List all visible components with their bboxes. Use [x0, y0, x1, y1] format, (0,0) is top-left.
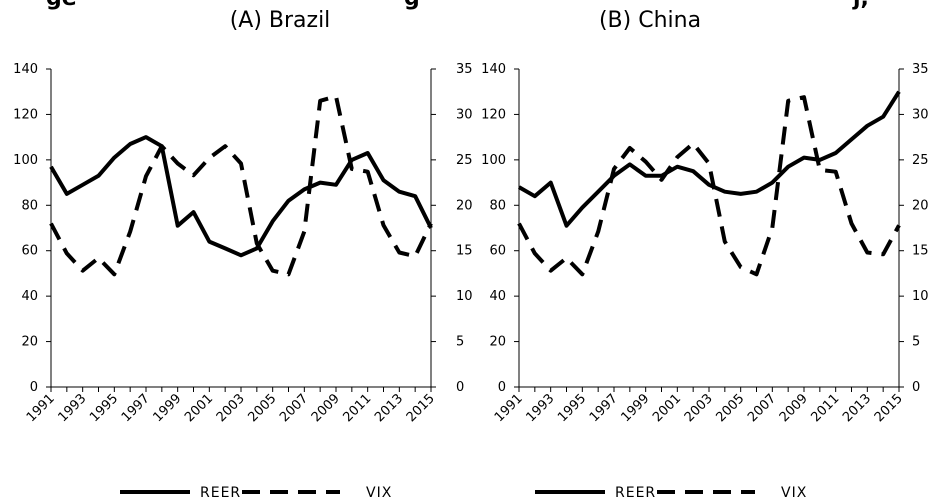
panel-b-x-tick-label: 2005 [713, 391, 747, 425]
panel-a-left-tick-label: 0 [30, 380, 38, 395]
panel-b-left-tick-label: 120 [481, 107, 506, 122]
panel-a-x-tick-label: 2011 [340, 391, 374, 425]
panel-a-right-tick-label: 25 [456, 153, 473, 168]
panel-b-left-tick-label: 140 [481, 62, 506, 77]
panel-b-x-tick-label: 1991 [492, 391, 526, 425]
panel-a-x-tick-label: 2009 [309, 391, 343, 425]
panel-b-right-tick-label: 35 [912, 62, 929, 77]
panel-b-x-tick-label: 2001 [650, 391, 684, 425]
panel-b-x-tick-label: 1993 [523, 391, 557, 425]
panel-a-x-tick-label: 1995 [87, 391, 121, 425]
panel-a-series-vix-line [49, 94, 433, 277]
panel-b-x-tick-label: 2013 [840, 391, 874, 425]
panel-a-right-tick-label: 0 [456, 380, 464, 395]
panel-a-title: (A) Brazil [229, 8, 331, 33]
panel-a-x-tick-label: 1993 [55, 391, 89, 425]
panel-a-right-tick-label: 35 [456, 62, 473, 77]
panel-b-series-reer-line [518, 90, 901, 228]
panel-b-x-tick-label: 2007 [745, 391, 779, 425]
panel-b-x-tick-label: 1999 [618, 391, 652, 425]
figure-title-fragment-right: j, [853, 0, 869, 11]
panel-b-left-tick-label: 80 [489, 198, 506, 213]
panel-b-legend-vix-label: VIX [781, 485, 807, 499]
panel-a-right-tick-label: 30 [456, 107, 473, 122]
panel-b-title: (B) China [598, 8, 702, 33]
panel-b-x-tick-label: 2015 [872, 391, 906, 425]
panel-b-left-tick-label: 0 [498, 380, 506, 395]
panel-b-x-tick-label: 1997 [587, 391, 621, 425]
panel-b-right-tick-label: 5 [912, 335, 920, 350]
panel-b-left-tick-label: 40 [489, 289, 506, 304]
panel-b-right-tick-label: 10 [912, 289, 929, 304]
panel-a-left-tick-label: 60 [21, 244, 38, 259]
panel-b-left-tick-label: 60 [489, 244, 506, 259]
figure-title-fragment-left: ge [46, 0, 77, 11]
panel-b-right-tick-label: 25 [912, 153, 929, 168]
panel-a-x-tick-label: 1999 [150, 391, 184, 425]
panel-a-left-tick-label: 100 [13, 153, 38, 168]
panel-b-series-vix-line [517, 95, 901, 277]
panel-a-left-tick-label: 140 [13, 62, 38, 77]
panel-a-left-tick-label: 120 [13, 107, 38, 122]
panel-a-x-tick-label: 2001 [182, 391, 216, 425]
panel-a-series-reer-line [49, 135, 433, 258]
panel-a-left-tick-label: 20 [21, 335, 38, 350]
panel-b-left-tick-label: 100 [481, 153, 506, 168]
panel-a-x-tick-label: 2003 [214, 391, 248, 425]
panel-a-legend-vix-label: VIX [366, 485, 392, 499]
panel-b-right-tick-label: 0 [912, 380, 920, 395]
panel-b-x-tick-label: 2009 [777, 391, 811, 425]
panel-a-x-tick-label: 2005 [245, 391, 279, 425]
panel-a-left-tick-label: 40 [21, 289, 38, 304]
panel-a-x-tick-label: 2013 [372, 391, 406, 425]
panel-a-left-tick-label: 80 [21, 198, 38, 213]
panel-a-x-tick-label: 2015 [404, 391, 438, 425]
panel-b-legend-reer-label: REER [615, 485, 656, 499]
panel-b-right-tick-label: 30 [912, 107, 929, 122]
panel-a-right-tick-label: 20 [456, 198, 473, 213]
figure-title-cut: ge g j, [0, 0, 931, 12]
panel-a-x-tick-label: 1991 [24, 391, 58, 425]
panel-b-right-tick-label: 20 [912, 198, 929, 213]
panel-a-x-tick-label: 1997 [119, 391, 153, 425]
panel-b-x-tick-label: 2011 [808, 391, 842, 425]
panel-a-legend-reer-label: REER [200, 485, 241, 499]
panel-a-right-tick-label: 5 [456, 335, 464, 350]
panel-b-x-tick-label: 2003 [682, 391, 716, 425]
figure-title-fragment-mid: g [404, 0, 420, 11]
panel-b-left-tick-label: 20 [489, 335, 506, 350]
panel-b-right-tick-label: 15 [912, 244, 929, 259]
panel-a-x-tick-label: 2007 [277, 391, 311, 425]
panel-a-right-tick-label: 15 [456, 244, 473, 259]
panel-b-x-tick-label: 1995 [555, 391, 589, 425]
panel-a-right-tick-label: 10 [456, 289, 473, 304]
